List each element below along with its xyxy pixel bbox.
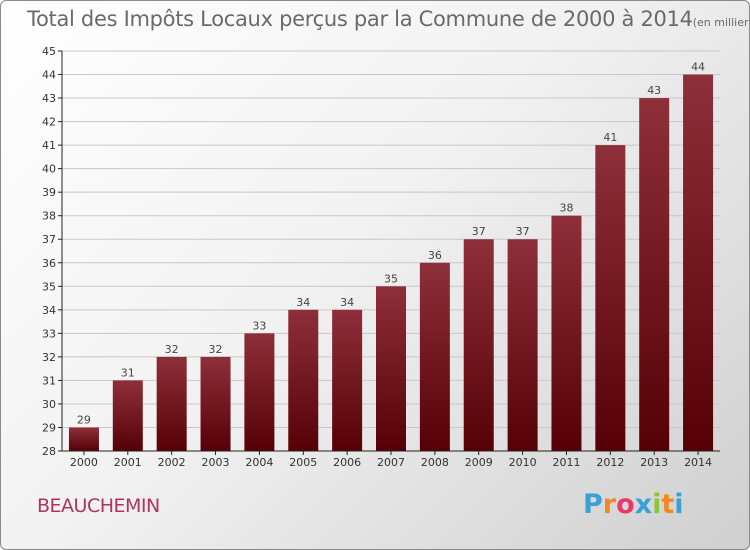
bars — [68, 74, 714, 451]
value-label-2006: 34 — [340, 296, 354, 309]
y-tick-label: 34 — [42, 304, 56, 317]
value-label-2007: 35 — [384, 272, 398, 285]
y-tick-label: 41 — [42, 139, 56, 152]
bar-2007 — [376, 286, 406, 451]
x-axis-ticks: 2000 2001 2002 2003 2004 2005 2006 2007 2008 2009… — [70, 451, 712, 469]
logo-letter: t — [661, 489, 675, 520]
logo-letter: x — [634, 489, 653, 520]
bar-2012 — [595, 145, 626, 451]
logo-letter: i — [652, 489, 662, 520]
bar-2010 — [507, 239, 538, 451]
y-tick-label: 40 — [42, 163, 56, 176]
y-tick-label: 45 — [42, 45, 56, 58]
y-tick-label: 39 — [42, 186, 56, 199]
x-tick-label: 2009 — [465, 456, 493, 469]
value-label-2014: 44 — [691, 61, 705, 74]
chart-title: Total des Impôts Locaux perçus par la Co… — [27, 7, 749, 31]
x-tick-label: 2000 — [70, 456, 98, 469]
x-tick-label: 2007 — [377, 456, 405, 469]
y-tick-label: 35 — [42, 280, 56, 293]
bar-2000 — [68, 427, 99, 451]
bar-2005 — [288, 309, 319, 451]
x-tick-label: 2006 — [333, 456, 361, 469]
title-text: Total des Impôts Locaux perçus par la Co… — [27, 7, 693, 31]
bar-2003 — [200, 356, 231, 451]
value-label-2008: 36 — [428, 249, 442, 262]
value-label-2000: 29 — [77, 413, 91, 426]
bar-2011 — [551, 215, 582, 451]
bar-2009 — [463, 239, 494, 451]
y-tick-label: 33 — [42, 327, 56, 340]
logo-letter: r — [602, 489, 617, 520]
y-tick-label: 42 — [42, 116, 56, 129]
y-tick-label: 37 — [42, 233, 56, 246]
y-tick-label: 31 — [42, 374, 56, 387]
x-tick-label: 2010 — [509, 456, 537, 469]
bar-2001 — [112, 380, 143, 451]
y-tick-label: 32 — [42, 351, 56, 364]
proxiti-logo[interactable]: Proxiti — [583, 489, 684, 520]
x-tick-label: 2008 — [421, 456, 449, 469]
value-label-2012: 41 — [603, 131, 617, 144]
y-tick-label: 29 — [42, 421, 56, 434]
unit-text: (en milliers d'€) — [692, 16, 749, 29]
x-tick-label: 2002 — [158, 456, 186, 469]
value-label-2009: 37 — [472, 225, 486, 238]
logo-letter: P — [583, 489, 603, 520]
value-label-2010: 37 — [516, 225, 530, 238]
bar-2014 — [683, 74, 714, 451]
y-tick-label: 28 — [42, 445, 56, 458]
x-tick-label: 2011 — [552, 456, 580, 469]
value-label-2003: 32 — [209, 343, 223, 356]
value-labels: 29 31 32 32 33 34 34 35 36 37 37 38 41 43 44 — [77, 61, 705, 427]
value-label-2004: 33 — [252, 319, 266, 332]
y-tick-label: 43 — [42, 92, 56, 105]
value-label-2011: 38 — [559, 202, 573, 215]
x-tick-label: 2012 — [596, 456, 624, 469]
axes — [61, 51, 720, 452]
x-tick-label: 2005 — [289, 456, 317, 469]
value-label-2001: 31 — [121, 366, 135, 379]
y-tick-label: 44 — [42, 69, 56, 82]
y-tick-label: 38 — [42, 210, 56, 223]
bar-2006 — [332, 309, 363, 451]
y-tick-label: 36 — [42, 257, 56, 270]
y-tick-label: 30 — [42, 398, 56, 411]
bar-2002 — [156, 356, 187, 451]
commune-name: BEAUCHEMIN — [37, 495, 160, 517]
x-tick-label: 2003 — [202, 456, 230, 469]
value-label-2005: 34 — [296, 296, 310, 309]
x-tick-label: 2001 — [114, 456, 142, 469]
bar-2004 — [244, 333, 275, 451]
value-label-2013: 43 — [647, 84, 661, 97]
x-tick-label: 2014 — [684, 456, 712, 469]
logo-letter: i — [674, 489, 684, 520]
x-tick-label: 2013 — [640, 456, 668, 469]
y-axis-ticks: 28 29 30 31 32 33 34 35 36 37 38 39 40 41 42 43 44 45 — [42, 45, 62, 458]
x-tick-label: 2004 — [245, 456, 273, 469]
bar-2008 — [419, 262, 450, 451]
logo-letter: o — [616, 489, 635, 520]
bar-2013 — [639, 98, 670, 451]
value-label-2002: 32 — [165, 343, 179, 356]
